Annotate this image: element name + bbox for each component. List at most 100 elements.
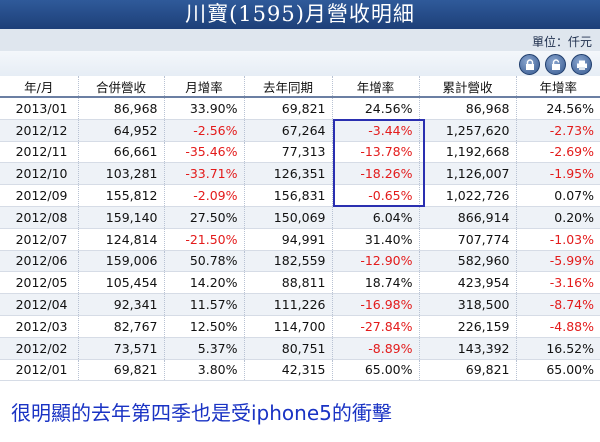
revenue-table: 年/月 合併營收 月增率 去年同期 年增率 累計營收 年增率 2013/01 86,968 33… bbox=[0, 76, 600, 382]
table-cell: 156,831 bbox=[243, 184, 332, 207]
table-cell: 80,751 bbox=[243, 337, 332, 360]
table-row: 2012/10 103,281 -33.71% 126,351 -18.26% 1,126… bbox=[0, 162, 600, 186]
table-cell: 2012/07 bbox=[0, 228, 78, 251]
table-cell: 92,341 bbox=[77, 293, 164, 316]
unit-row: 單位：仟元 bbox=[0, 29, 600, 51]
table-cell: 318,500 bbox=[418, 293, 516, 316]
table-cell: 86,968 bbox=[418, 97, 516, 120]
table-cell: -1.03% bbox=[515, 228, 600, 251]
table-cell: 67,264 bbox=[243, 119, 332, 142]
table-cell: 24.56% bbox=[515, 97, 600, 120]
table-cell: 2012/05 bbox=[0, 271, 78, 295]
table-cell: 582,960 bbox=[418, 250, 516, 273]
table-cell: 11.57% bbox=[163, 293, 244, 316]
table-cell: 0.07% bbox=[515, 184, 600, 207]
table-cell: 2012/06 bbox=[0, 250, 78, 273]
table-cell: 155,812 bbox=[77, 184, 164, 207]
column-header: 年增率 bbox=[331, 76, 419, 98]
table-cell: 126,351 bbox=[243, 162, 332, 186]
table-cell: 1,126,007 bbox=[418, 162, 516, 186]
table-cell: -8.89% bbox=[331, 337, 419, 360]
table-cell: 124,814 bbox=[77, 228, 164, 251]
table-cell: -8.74% bbox=[515, 293, 600, 316]
column-header: 合併營收 bbox=[77, 76, 164, 98]
table-cell: 65.00% bbox=[515, 359, 600, 382]
table-cell: 159,140 bbox=[77, 206, 164, 229]
table-row: 2012/12 64,952 -2.56% 67,264 -3.44% 1,257,620… bbox=[0, 119, 600, 142]
table-row: 2012/01 69,821 3.80% 42,315 65.00% 69,821 65.0… bbox=[0, 359, 600, 382]
lock-icon[interactable] bbox=[519, 54, 540, 75]
table-cell: 1,257,620 bbox=[418, 119, 516, 142]
table-cell: 866,914 bbox=[418, 206, 516, 229]
table-cell: 77,313 bbox=[243, 141, 332, 164]
page-title: 川寶(1595)月營收明細 bbox=[0, 0, 600, 29]
column-header: 年/月 bbox=[0, 76, 78, 98]
table-row: 2012/09 155,812 -2.09% 156,831 -0.65% 1,022,7… bbox=[0, 184, 600, 207]
table-cell: -3.44% bbox=[331, 119, 419, 142]
table-cell: -12.90% bbox=[331, 250, 419, 273]
table-cell: -33.71% bbox=[163, 162, 244, 186]
table-row: 2012/08 159,140 27.50% 150,069 6.04% 866,914 0… bbox=[0, 206, 600, 229]
column-header: 去年同期 bbox=[243, 76, 332, 98]
table-cell: 103,281 bbox=[77, 162, 164, 186]
table-cell: -16.98% bbox=[331, 293, 419, 316]
table-cell: -5.99% bbox=[515, 250, 600, 273]
table-cell: 64,952 bbox=[77, 119, 164, 142]
table-cell: 6.04% bbox=[331, 206, 419, 229]
table-cell: 707,774 bbox=[418, 228, 516, 251]
table-cell: 82,767 bbox=[77, 315, 164, 338]
unlock-icon[interactable] bbox=[545, 54, 566, 75]
table-cell: 16.52% bbox=[515, 337, 600, 360]
table-cell: 69,821 bbox=[418, 359, 516, 382]
table-row: 2013/01 86,968 33.90% 69,821 24.56% 86,968 24.… bbox=[0, 97, 600, 120]
table-cell: -4.88% bbox=[515, 315, 600, 338]
table-cell: 2012/03 bbox=[0, 315, 78, 338]
table-cell: 27.50% bbox=[163, 206, 244, 229]
table-cell: 69,821 bbox=[243, 97, 332, 120]
toolbar bbox=[0, 51, 600, 76]
table-cell: 24.56% bbox=[331, 97, 419, 120]
table-row: 2012/02 73,571 5.37% 80,751 -8.89% 143,392 16.… bbox=[0, 337, 600, 360]
table-cell: 150,069 bbox=[243, 206, 332, 229]
table-cell: -18.26% bbox=[331, 162, 419, 186]
table-cell: 2012/10 bbox=[0, 162, 78, 186]
table-cell: 3.80% bbox=[163, 359, 244, 382]
table-cell: 42,315 bbox=[243, 359, 332, 382]
table-cell: -35.46% bbox=[163, 141, 244, 164]
table-header-row: 年/月 合併營收 月增率 去年同期 年增率 累計營收 年增率 bbox=[0, 76, 600, 98]
table-cell: 12.50% bbox=[163, 315, 244, 338]
table-cell: 2012/02 bbox=[0, 337, 78, 360]
table-cell: 0.20% bbox=[515, 206, 600, 229]
table-cell: 31.40% bbox=[331, 228, 419, 251]
table-cell: -2.73% bbox=[515, 119, 600, 142]
table-cell: -21.50% bbox=[163, 228, 244, 251]
table-cell: -2.09% bbox=[163, 184, 244, 207]
table-cell: 2012/11 bbox=[0, 141, 78, 164]
print-icon[interactable] bbox=[571, 54, 592, 75]
table-cell: 2013/01 bbox=[0, 97, 78, 120]
table-cell: 50.78% bbox=[163, 250, 244, 273]
table-cell: 69,821 bbox=[77, 359, 164, 382]
table-row: 2012/04 92,341 11.57% 111,226 -16.98% 318,500… bbox=[0, 293, 600, 316]
table-cell: 18.74% bbox=[331, 271, 419, 295]
column-header: 月增率 bbox=[163, 76, 244, 98]
table-cell: 66,661 bbox=[77, 141, 164, 164]
table-row: 2012/05 105,454 14.20% 88,811 18.74% 423,954-… bbox=[0, 271, 600, 295]
table-cell: 2012/12 bbox=[0, 119, 78, 142]
table-cell: 114,700 bbox=[243, 315, 332, 338]
table-cell: 143,392 bbox=[418, 337, 516, 360]
table-cell: -1.95% bbox=[515, 162, 600, 186]
table-cell: -2.56% bbox=[163, 119, 244, 142]
table-cell: 2012/09 bbox=[0, 184, 78, 207]
table-cell: 182,559 bbox=[243, 250, 332, 273]
table-cell: 1,022,726 bbox=[418, 184, 516, 207]
table-cell: 14.20% bbox=[163, 271, 244, 295]
table-row: 2012/07 124,814 -21.50% 94,991 31.40% 707,774… bbox=[0, 228, 600, 251]
column-header: 累計營收 bbox=[418, 76, 516, 98]
table-cell: -2.69% bbox=[515, 141, 600, 164]
table-cell: 5.37% bbox=[163, 337, 244, 360]
annotation-text: 很明顯的去年第四季也是受iphone5的衝擊 bbox=[11, 401, 392, 425]
table-cell: 2012/01 bbox=[0, 359, 78, 382]
table-row: 2012/06 159,006 50.78% 182,559 -12.90% 582,96… bbox=[0, 250, 600, 273]
table-cell: 226,159 bbox=[418, 315, 516, 338]
